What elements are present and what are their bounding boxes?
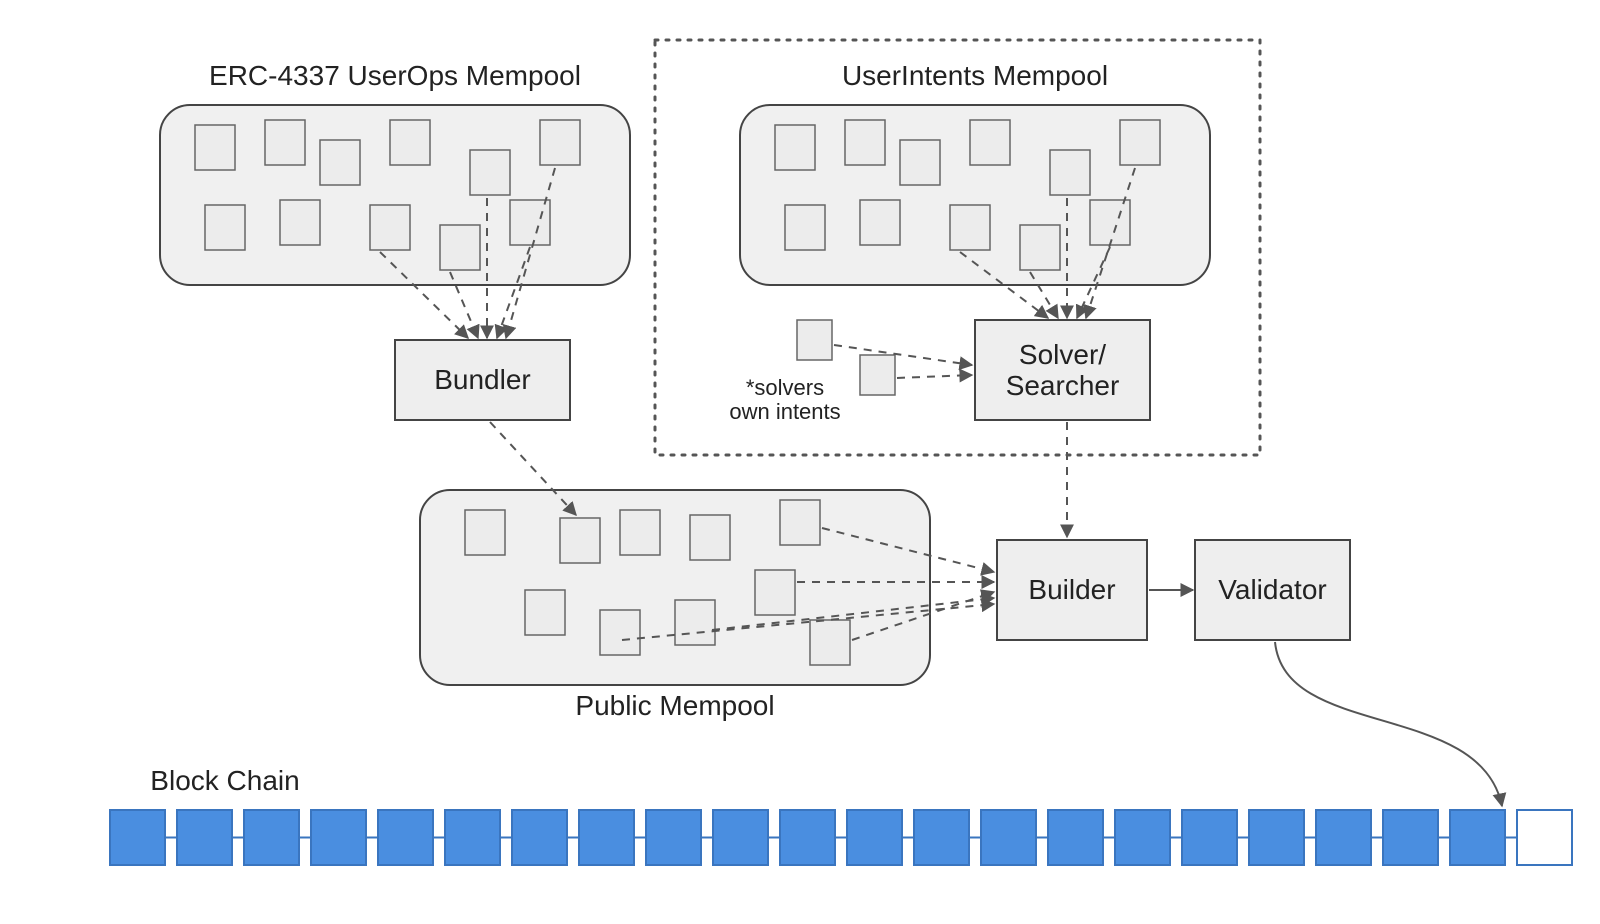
- erc-mempool-tx-icon: [440, 225, 480, 270]
- public-mempool-tx-icon: [465, 510, 505, 555]
- blockchain-title: Block Chain: [150, 765, 299, 796]
- blockchain-block: [1182, 810, 1237, 865]
- public-mempool-title: Public Mempool: [575, 690, 774, 721]
- intents-mempool-tx-icon: [785, 205, 825, 250]
- intents-mempool-tx-icon: [1020, 225, 1060, 270]
- validator-to-chain-arrow: [1275, 642, 1502, 806]
- public-mempool-tx-icon: [525, 590, 565, 635]
- blockchain-block: [378, 810, 433, 865]
- blockchain-block: [1115, 810, 1170, 865]
- flow-arrow-dashed: [834, 345, 972, 365]
- intents-mempool-tx-icon: [845, 120, 885, 165]
- erc-mempool-tx-icon: [205, 205, 245, 250]
- erc-mempool-tx-icon: [265, 120, 305, 165]
- blockchain-block: [914, 810, 969, 865]
- public-mempool-tx-icon: [560, 518, 600, 563]
- flow-arrow-dashed: [897, 375, 972, 378]
- public-mempool-tx-icon: [810, 620, 850, 665]
- erc-mempool-tx-icon: [510, 200, 550, 245]
- blockchain-block: [1450, 810, 1505, 865]
- erc-mempool-tx-icon: [280, 200, 320, 245]
- intents-mempool-tx-icon: [970, 120, 1010, 165]
- erc-mempool-tx-icon: [540, 120, 580, 165]
- erc-mempool-title: ERC-4337 UserOps Mempool: [209, 60, 581, 91]
- intents-mempool-title: UserIntents Mempool: [842, 60, 1108, 91]
- blockchain-block: [1316, 810, 1371, 865]
- blockchain-block: [512, 810, 567, 865]
- solver-own-tx-icon: [860, 355, 895, 395]
- intents-mempool-tx-icon: [1090, 200, 1130, 245]
- public-mempool-tx-icon: [620, 510, 660, 555]
- public-mempool-tx-icon: [675, 600, 715, 645]
- solver-node-label: Solver/Searcher: [1006, 339, 1120, 401]
- public-mempool-tx-icon: [755, 570, 795, 615]
- blockchain-block: [780, 810, 835, 865]
- blockchain-block: [311, 810, 366, 865]
- intents-mempool-tx-icon: [1050, 150, 1090, 195]
- intents-mempool-tx-icon: [1120, 120, 1160, 165]
- builder-node-label: Builder: [1028, 574, 1115, 605]
- intents-mempool-tx-icon: [860, 200, 900, 245]
- erc-mempool-tx-icon: [370, 205, 410, 250]
- public-mempool-tx-icon: [780, 500, 820, 545]
- intents-mempool-tx-icon: [900, 140, 940, 185]
- blockchain-block: [579, 810, 634, 865]
- blockchain-block: [177, 810, 232, 865]
- blockchain-block-new: [1517, 810, 1572, 865]
- blockchain-block: [110, 810, 165, 865]
- solver-own-tx-icon: [797, 320, 832, 360]
- blockchain-block: [1249, 810, 1304, 865]
- public-mempool-tx-icon: [600, 610, 640, 655]
- validator-node-label: Validator: [1218, 574, 1326, 605]
- solver-note: *solversown intents: [729, 375, 840, 424]
- blockchain-block: [1048, 810, 1103, 865]
- erc-mempool-tx-icon: [390, 120, 430, 165]
- blockchain-block: [713, 810, 768, 865]
- erc-mempool-tx-icon: [320, 140, 360, 185]
- blockchain-block: [646, 810, 701, 865]
- blockchain-block: [244, 810, 299, 865]
- blockchain-block: [1383, 810, 1438, 865]
- blockchain-block: [445, 810, 500, 865]
- bundler-node-label: Bundler: [434, 364, 531, 395]
- blockchain-block: [847, 810, 902, 865]
- intents-mempool-tx-icon: [775, 125, 815, 170]
- erc-mempool-tx-icon: [470, 150, 510, 195]
- public-mempool-tx-icon: [690, 515, 730, 560]
- erc-mempool-tx-icon: [195, 125, 235, 170]
- blockchain-block: [981, 810, 1036, 865]
- intents-mempool-tx-icon: [950, 205, 990, 250]
